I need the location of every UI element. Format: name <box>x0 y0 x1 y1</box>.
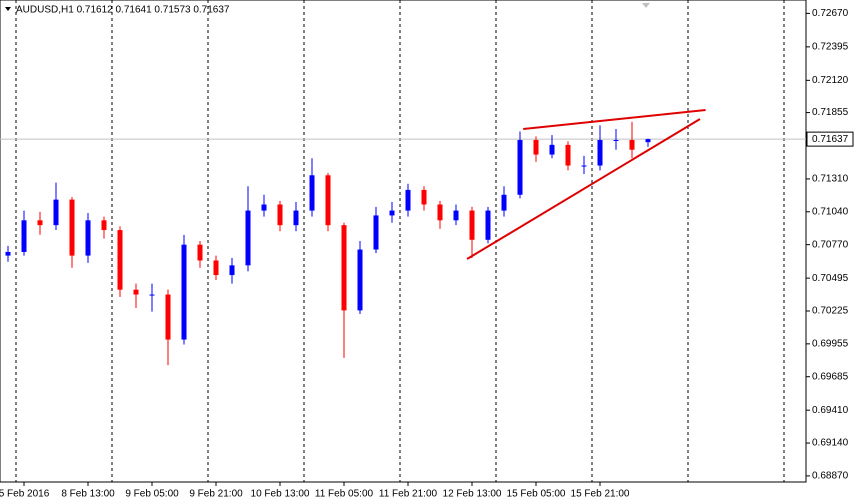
candle-body <box>581 165 587 167</box>
candle-body <box>421 189 427 205</box>
x-tick-label: 15 Feb 21:00 <box>571 489 630 500</box>
candle-body <box>85 220 91 256</box>
y-tick-label: 0.71310 <box>812 174 849 185</box>
candle-body <box>373 215 379 250</box>
candle-body <box>517 139 523 195</box>
y-tick-label: 0.69685 <box>812 371 849 382</box>
candle-body <box>277 204 283 226</box>
candle-body <box>149 294 155 296</box>
y-tick-label: 0.69140 <box>812 438 849 449</box>
candle-body <box>549 144 555 155</box>
trendline <box>466 118 701 260</box>
candle-body <box>133 289 139 295</box>
candle-body <box>309 175 315 211</box>
x-tick-label: 5 Feb 2016 <box>0 489 50 500</box>
x-tick-label: 9 Feb 05:00 <box>125 489 179 500</box>
y-tick-label: 0.72670 <box>812 8 849 19</box>
candle-body <box>213 260 219 276</box>
candle-body <box>229 265 235 276</box>
x-tick-label: 9 Feb 21:00 <box>189 489 243 500</box>
current-price-label: 0.71637 <box>812 134 849 145</box>
candle-body <box>117 230 123 290</box>
candle-body <box>405 189 411 211</box>
y-tick-label: 0.71040 <box>812 206 849 217</box>
y-tick-label: 0.69410 <box>812 405 849 416</box>
candle-body <box>293 210 299 226</box>
shift-marker <box>642 3 650 8</box>
candle-body <box>5 251 11 256</box>
y-tick-label: 0.71855 <box>812 107 849 118</box>
trendline <box>523 109 706 131</box>
x-tick-label: 8 Feb 13:00 <box>61 489 115 500</box>
candle-body <box>437 204 443 221</box>
candle-body <box>597 139 603 166</box>
candle-body <box>69 199 75 256</box>
y-tick-label: 0.70495 <box>812 273 849 284</box>
x-tick-label: 12 Feb 13:00 <box>443 489 502 500</box>
candle-body <box>357 249 363 311</box>
candle-body <box>261 204 267 211</box>
candle-body <box>165 294 171 340</box>
x-tick-label: 11 Feb 05:00 <box>315 489 374 500</box>
plot-frame <box>0 0 807 483</box>
y-tick-label: 0.70770 <box>812 239 849 250</box>
x-tick-label: 10 Feb 13:00 <box>251 489 310 500</box>
y-tick-label: 0.69955 <box>812 338 849 349</box>
candle-body <box>613 139 619 141</box>
candle-body <box>181 244 187 340</box>
candle-body <box>469 210 475 240</box>
y-tick-label: 0.72120 <box>812 75 849 86</box>
candle-body <box>53 199 59 226</box>
x-tick-label: 11 Feb 21:00 <box>379 489 438 500</box>
y-tick-label: 0.68870 <box>812 471 849 482</box>
y-tick-label: 0.72395 <box>812 42 849 53</box>
current-price-box <box>806 131 854 147</box>
candle-body <box>565 144 571 166</box>
candle-body <box>245 210 251 266</box>
y-tick-label: 0.70225 <box>812 306 849 317</box>
candle-body <box>325 175 331 226</box>
candle-body <box>485 210 491 240</box>
candle-body <box>645 139 651 143</box>
candle-body <box>501 194 507 211</box>
candle-body <box>37 220 43 226</box>
candle-body <box>453 210 459 221</box>
candle-body <box>389 210 395 216</box>
candle-body <box>21 220 27 252</box>
candle-body <box>197 244 203 261</box>
menu-triangle <box>5 7 11 11</box>
candle-body <box>341 225 347 311</box>
candle-body <box>101 220 107 231</box>
candle-body <box>533 139 539 155</box>
candle-body <box>629 139 635 150</box>
x-tick-label: 15 Feb 05:00 <box>507 489 566 500</box>
chart-title: AUDUSD,H1 0.71612 0.71641 0.71573 0.7163… <box>16 5 230 16</box>
